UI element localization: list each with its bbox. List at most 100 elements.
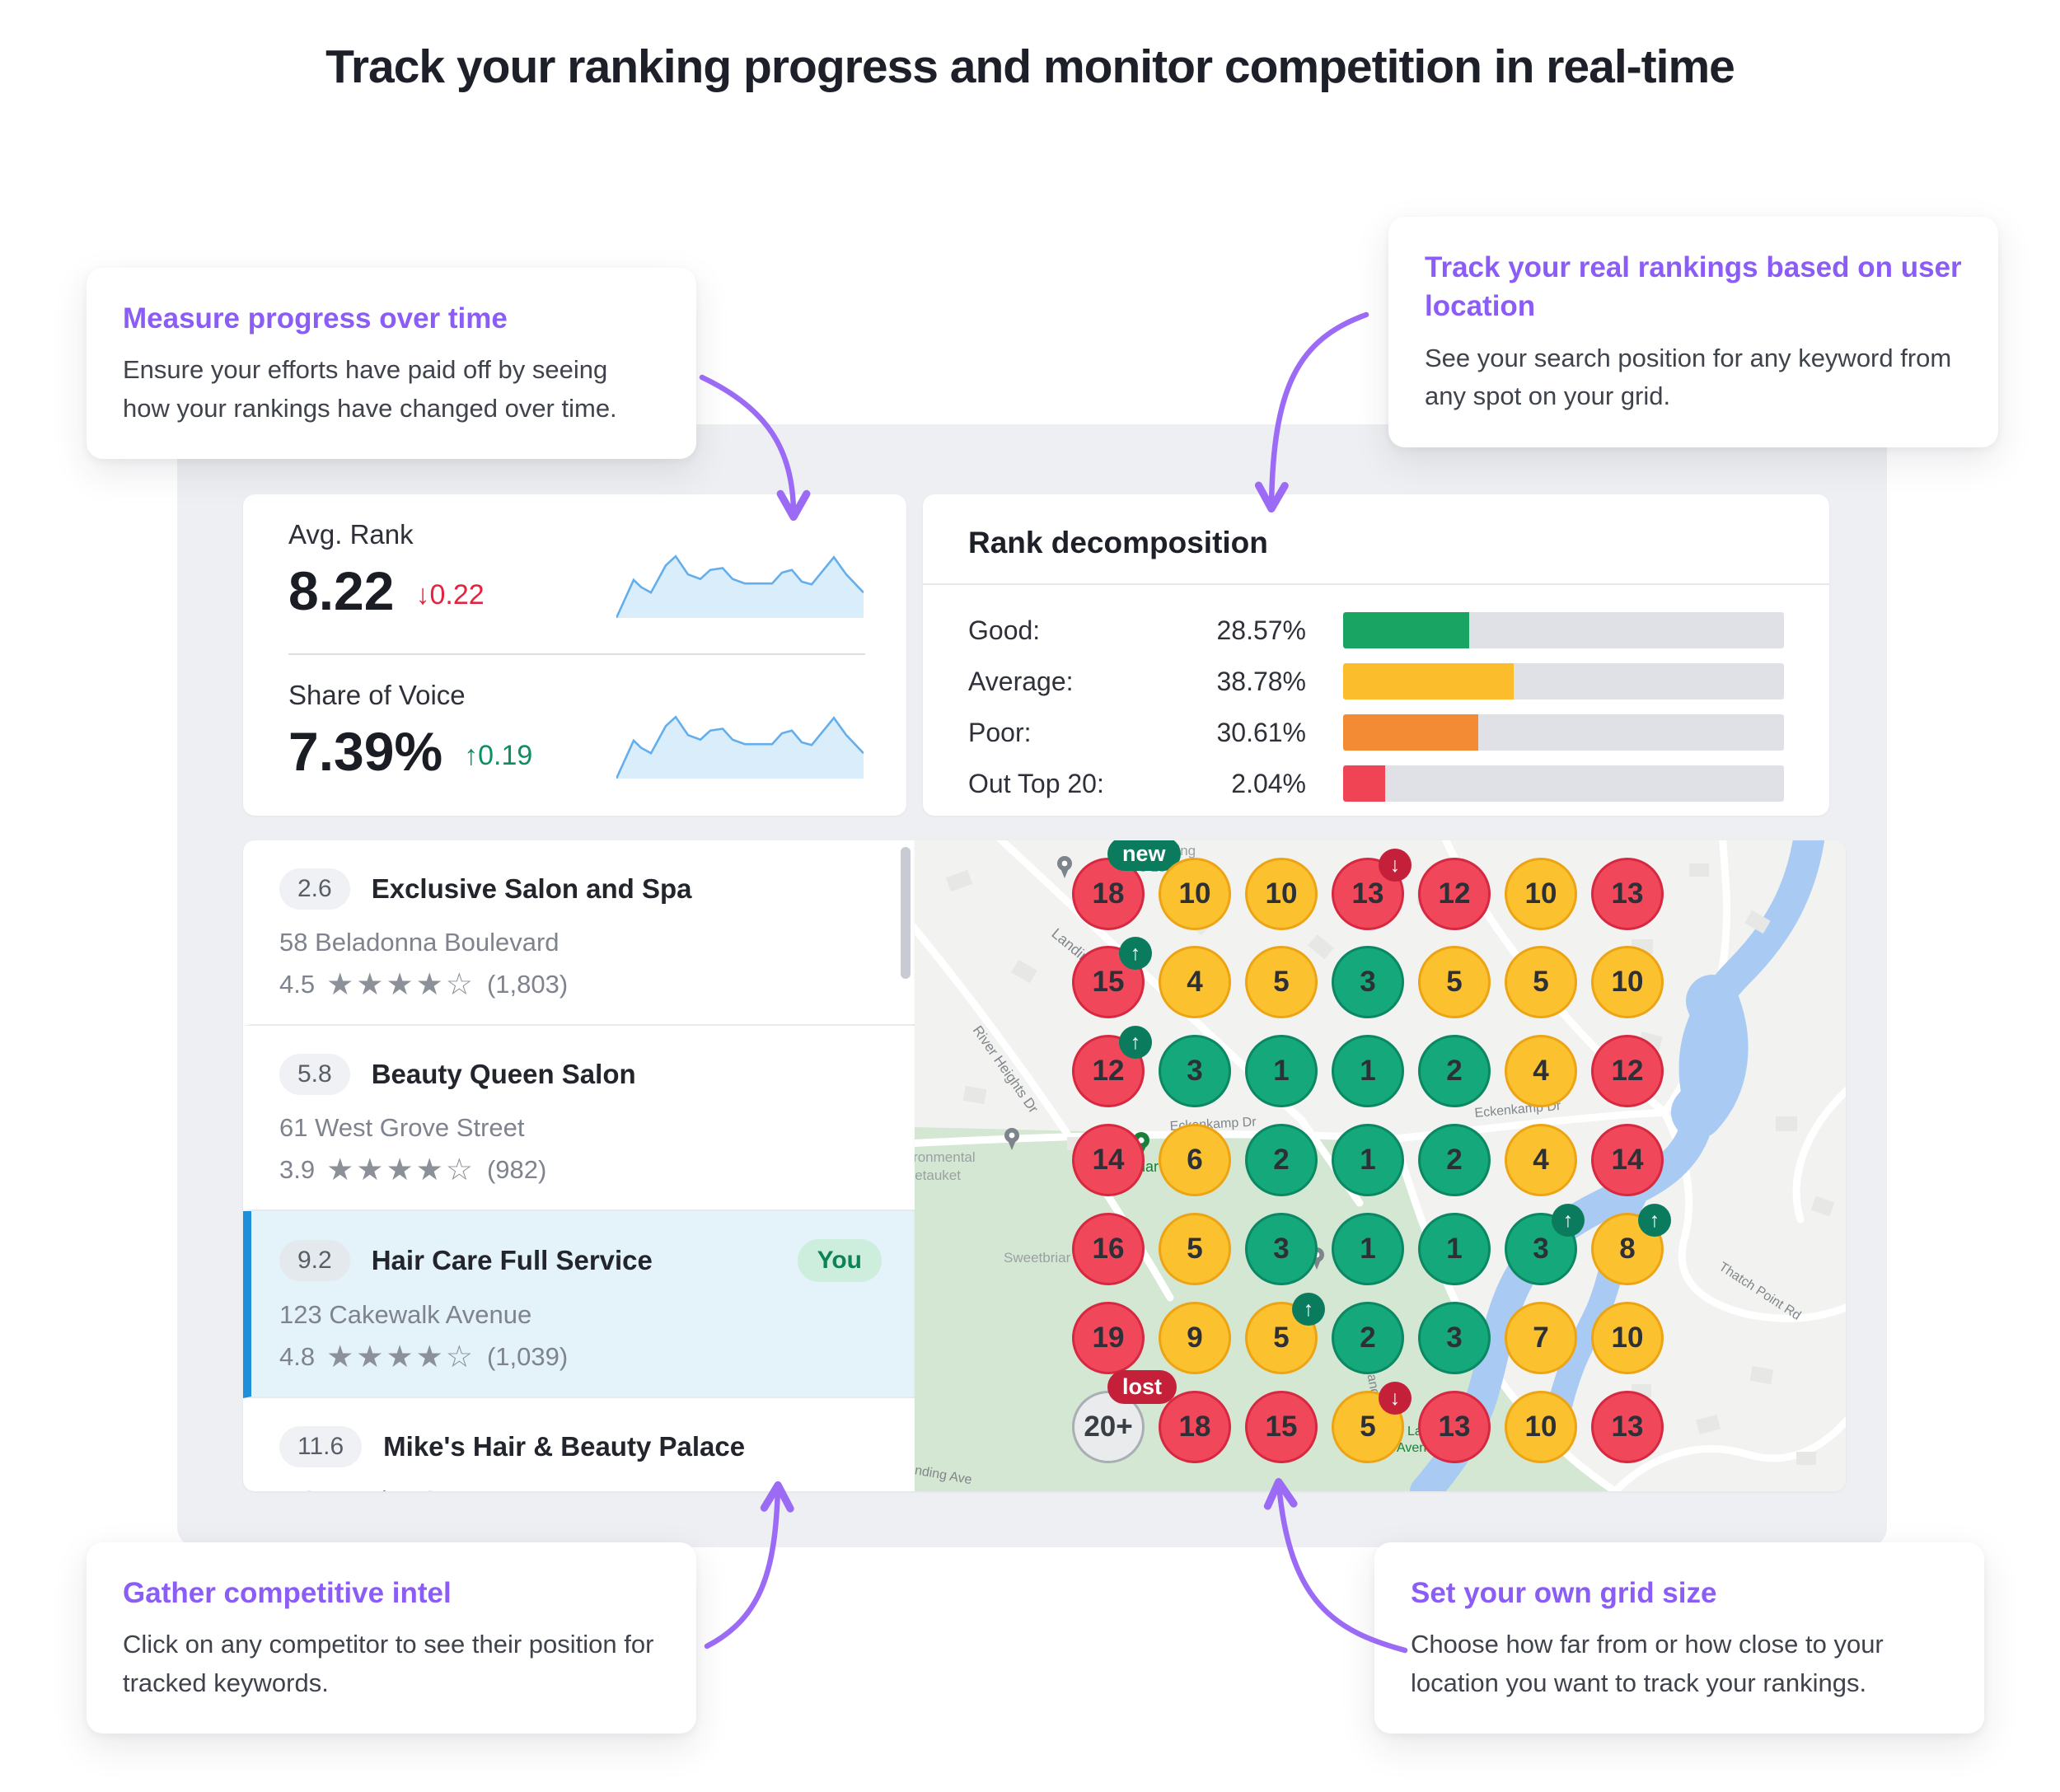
map-pin-cable-railing-icon	[1057, 856, 1072, 878]
grid-point[interactable]: 2	[1418, 1035, 1491, 1107]
grid-point[interactable]: 5	[1245, 946, 1318, 1018]
grid-point-rank: 1	[1360, 1233, 1376, 1265]
grid-point-rank: 3	[1533, 1233, 1549, 1265]
grid-point-rank: 5	[1273, 1322, 1290, 1354]
grid-point[interactable]: 4	[1505, 1124, 1577, 1196]
grid-point-rank: 3	[1273, 1233, 1290, 1265]
grid-point[interactable]: 7	[1505, 1302, 1577, 1374]
grid-point-rank: 15	[1092, 966, 1125, 998]
grid-point[interactable]: 15 ↑	[1072, 937, 1152, 1018]
callout-measure-progress: Measure progress over time Ensure your e…	[87, 268, 696, 460]
grid-point-rank: 16	[1092, 1233, 1125, 1265]
grid-point[interactable]: 3	[1245, 1213, 1318, 1285]
grid-point[interactable]: 4	[1159, 946, 1231, 1018]
grid-point-trend-up-icon: ↑	[1292, 1293, 1325, 1326]
grid-point[interactable]: 13 ↓	[1332, 849, 1412, 930]
grid-point-rank: 19	[1092, 1322, 1125, 1354]
grid-point[interactable]: 2	[1332, 1302, 1404, 1374]
grid-point[interactable]: 9	[1159, 1302, 1231, 1374]
grid-point[interactable]: 13	[1418, 1391, 1491, 1463]
grid-point-trend-up-icon: ↑	[1638, 1204, 1671, 1237]
avg-rank-label: Avg. Rank	[288, 519, 414, 550]
grid-point[interactable]: 1	[1332, 1124, 1404, 1196]
rank-row-3: Out Top 20: 2.04%	[968, 758, 1784, 809]
grid-point[interactable]: 1	[1332, 1035, 1404, 1107]
grid-point[interactable]: 3	[1418, 1302, 1491, 1374]
rank-row-bar-fill	[1343, 714, 1478, 751]
grid-point[interactable]: 2	[1245, 1124, 1318, 1196]
grid-point[interactable]: 3	[1332, 946, 1404, 1018]
business-row-header: 9.2 Hair Care Full Service You	[279, 1239, 882, 1282]
callout-competitive-intel-heading: Gather competitive intel	[123, 1577, 452, 1609]
business-rating-value: 4.5	[279, 969, 316, 999]
grid-point[interactable]: 14	[1591, 1124, 1664, 1196]
rank-row-label: Poor:	[968, 717, 1032, 747]
grid-point[interactable]: 8 ↑	[1591, 1204, 1671, 1285]
grid-point[interactable]: 16	[1072, 1213, 1145, 1285]
business-row[interactable]: 11.6 Mike's Hair & Beauty Palace 5 St Moni…	[243, 1398, 915, 1491]
business-row[interactable]: 9.2 Hair Care Full Service You 123 Cakewalk…	[243, 1211, 915, 1398]
grid-point[interactable]: 5	[1159, 1213, 1231, 1285]
grid-point[interactable]: 1	[1332, 1213, 1404, 1285]
grid-point[interactable]: 18	[1159, 1391, 1231, 1463]
business-row-header: 5.8 Beauty Queen Salon	[279, 1054, 882, 1095]
grid-point[interactable]: 10	[1591, 946, 1664, 1018]
grid-point-rank: 5	[1446, 966, 1463, 998]
business-review-count: (982)	[486, 1154, 547, 1184]
rank-row-bar-fill	[1343, 765, 1385, 802]
grid-point[interactable]: 5 ↑	[1245, 1293, 1325, 1374]
rank-row-bar-track	[1343, 612, 1784, 648]
grid-point[interactable]: 10	[1159, 858, 1231, 930]
grid-point[interactable]: 10	[1591, 1302, 1664, 1374]
grid-point[interactable]: 4	[1505, 1035, 1577, 1107]
grid-point[interactable]: 3	[1159, 1035, 1231, 1107]
grid-point[interactable]: 5 ↓	[1332, 1382, 1412, 1463]
business-row[interactable]: 5.8 Beauty Queen Salon 61 West Grove Stree…	[243, 1026, 915, 1211]
grid-point[interactable]: 12	[1418, 858, 1491, 930]
grid-point[interactable]: 14	[1072, 1124, 1145, 1196]
grid-point[interactable]: 3 ↑	[1505, 1204, 1585, 1285]
callout-measure-progress-body: Ensure your efforts have paid off by see…	[123, 355, 617, 423]
star-rating-icon: ★★★★☆	[326, 1153, 475, 1186]
grid-point-rank: 12	[1611, 1055, 1644, 1087]
grid-point[interactable]: 19	[1072, 1302, 1145, 1374]
share-of-voice-label: Share of Voice	[288, 680, 466, 710]
business-row[interactable]: 2.6 Exclusive Salon and Spa 58 Beladonna B…	[243, 840, 915, 1026]
grid-point[interactable]: 18 new	[1072, 840, 1181, 930]
grid-point-rank: 1	[1446, 1233, 1463, 1265]
grid-point-rank: 5	[1360, 1411, 1376, 1443]
rank-row-label: Average:	[968, 666, 1074, 696]
callout-real-rankings-body: See your search position for any keyword…	[1425, 343, 1952, 411]
callout-grid-size-body: Choose how far from or how close to your…	[1411, 1630, 1884, 1697]
business-rank-badge: 9.2	[279, 1240, 350, 1281]
grid-point[interactable]: 1	[1245, 1035, 1318, 1107]
business-address: 5 St Monica Street	[279, 1486, 882, 1491]
grid-point[interactable]: 12 ↑	[1072, 1026, 1152, 1107]
map-panel[interactable]: Cable RailingStairs LookoutLanding AveRi…	[915, 840, 1846, 1491]
grid-point[interactable]: 20+ lost	[1072, 1370, 1177, 1463]
grid-point[interactable]: 1	[1418, 1213, 1491, 1285]
grid-point[interactable]: 6	[1159, 1124, 1231, 1196]
grid-point[interactable]: 15	[1245, 1391, 1318, 1463]
grid-point[interactable]: 12	[1591, 1035, 1664, 1107]
grid-point[interactable]: 10	[1505, 858, 1577, 930]
business-rating-row: 4.5 ★★★★☆ (1,803)	[279, 969, 882, 999]
grid-point[interactable]: 5	[1418, 946, 1491, 1018]
grid-point[interactable]: 2	[1418, 1124, 1491, 1196]
rank-decomposition-rows: Good: 28.57% Average: 38.78% Poor: 30.61% Out …	[923, 585, 1829, 809]
grid-point-rank: 5	[1187, 1233, 1203, 1265]
grid-point-rank: 3	[1360, 966, 1376, 998]
grid-point[interactable]: 10	[1245, 858, 1318, 930]
grid-point[interactable]: 13	[1591, 1391, 1664, 1463]
rank-row-label: Out Top 20:	[968, 768, 1104, 798]
grid-point[interactable]: 5	[1505, 946, 1577, 1018]
callout-measure-progress-heading: Measure progress over time	[123, 302, 508, 335]
grid-point[interactable]: 13	[1591, 858, 1664, 930]
rank-row-label: Good:	[968, 615, 1041, 645]
grid-point[interactable]: 10	[1505, 1391, 1577, 1463]
business-review-count: (1,803)	[486, 969, 569, 999]
grid-point-rank: 10	[1178, 877, 1211, 910]
list-scrollbar[interactable]	[901, 847, 911, 979]
grid-point-rank: 3	[1446, 1322, 1463, 1354]
